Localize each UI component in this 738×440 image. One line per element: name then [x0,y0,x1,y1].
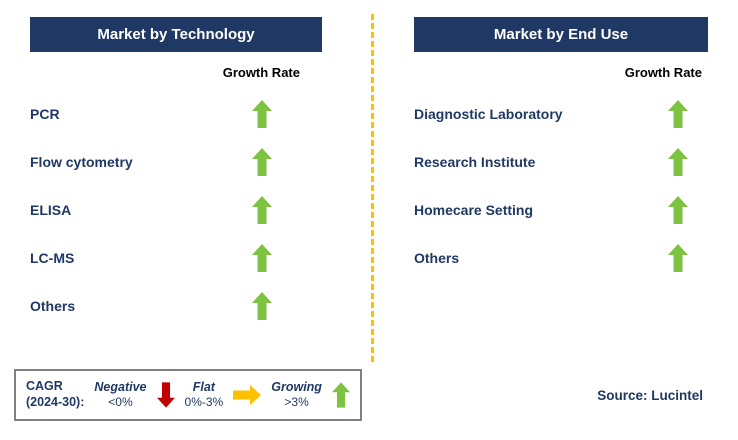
segment-label: Diagnostic Laboratory [414,106,563,122]
list-item: Flow cytometry [30,138,322,186]
legend-title: CAGR (2024-30): [26,379,84,410]
legend-down-arrow-icon [156,382,175,408]
growth-rate-label: Growth Rate [222,65,300,80]
legend-entry-growing: Growing >3% [271,380,322,409]
list-item: Research Institute [414,138,708,186]
legend-up-arrow-icon [331,382,350,408]
panel-end-use-title: Market by End Use [414,17,708,52]
panel-technology-rows: PCR Flow cytometry ELISA LC-MS [30,90,322,330]
legend-box: CAGR (2024-30): Negative <0% Flat 0%-3% … [14,369,362,421]
legend-entry-negative: Negative <0% [94,380,146,409]
source-label: Source: Lucintel [597,388,703,403]
segment-label: ELISA [30,202,72,218]
segment-label: Research Institute [414,154,536,170]
dashed-divider [371,14,374,362]
legend-flat-label: Flat [192,380,215,395]
growth-up-arrow-icon [668,148,688,176]
legend-entry-flat: Flat 0%-3% [185,380,224,409]
panel-end-use-rows: Diagnostic Laboratory Research Institute… [414,90,708,282]
growth-up-arrow-icon [252,244,272,272]
growth-rate-label: Growth Rate [624,65,702,80]
list-item: ELISA [30,186,322,234]
growth-up-arrow-icon [252,100,272,128]
segment-label: Homecare Setting [414,202,534,218]
legend-flat-value: 0%-3% [184,395,224,410]
list-item: Others [414,234,708,282]
legend-negative-value: <0% [108,395,133,410]
growth-up-arrow-icon [252,292,272,320]
legend-title-line2: (2024-30): [26,395,85,409]
list-item: Others [30,282,322,330]
segment-label: Flow cytometry [30,154,133,170]
growth-up-arrow-icon [668,100,688,128]
growth-up-arrow-icon [668,244,688,272]
legend-right-arrow-icon [233,385,262,405]
legend-growing-value: >3% [284,395,309,410]
growth-up-arrow-icon [252,148,272,176]
panel-technology-title: Market by Technology [30,17,322,52]
list-item: LC-MS [30,234,322,282]
segment-label: PCR [30,106,60,122]
segment-label: Others [414,250,460,266]
legend-negative-label: Negative [94,380,147,395]
list-item: Homecare Setting [414,186,708,234]
growth-up-arrow-icon [252,196,272,224]
legend-growing-label: Growing [271,380,322,395]
list-item: Diagnostic Laboratory [414,90,708,138]
legend-title-line1: CAGR [26,379,63,394]
list-item: PCR [30,90,322,138]
segment-label: LC-MS [30,250,75,266]
segment-label: Others [30,298,76,314]
growth-up-arrow-icon [668,196,688,224]
